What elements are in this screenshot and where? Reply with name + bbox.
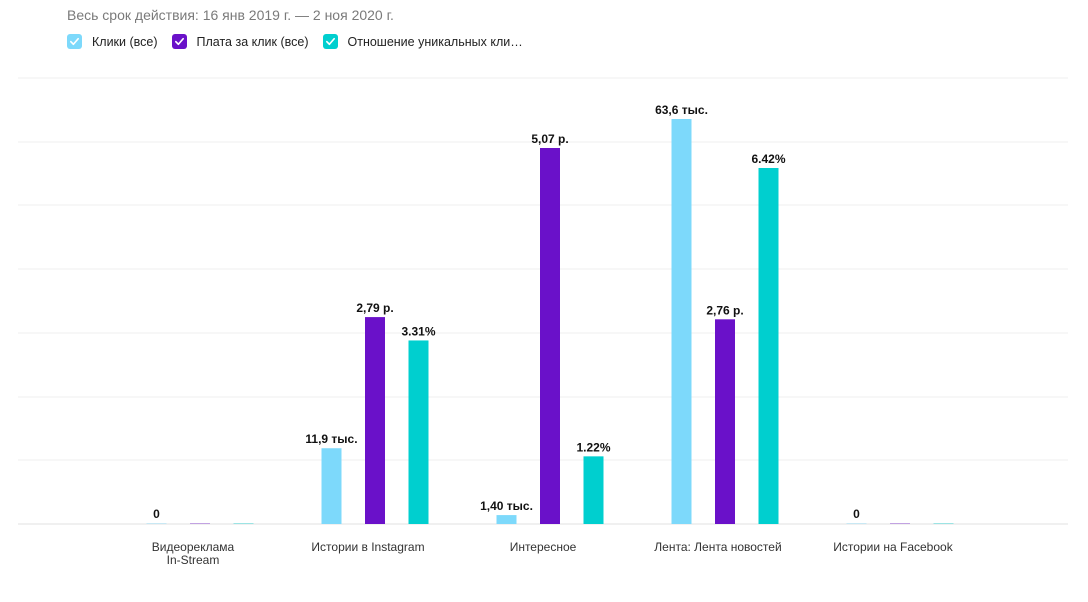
- legend-label: Отношение уникальных кли…: [347, 34, 523, 49]
- data-label: 2,79 р.: [356, 301, 393, 315]
- bar[interactable]: [671, 119, 692, 524]
- data-label: 1.22%: [576, 440, 610, 454]
- bar[interactable]: [890, 523, 910, 524]
- bar[interactable]: [583, 456, 604, 524]
- bars: [146, 119, 954, 524]
- data-label: 3.31%: [401, 324, 435, 338]
- legend-label: Клики (все): [92, 34, 158, 49]
- category-label: Истории на Facebook: [833, 540, 953, 554]
- check-icon: [322, 34, 338, 49]
- data-label: 63,6 тыс.: [655, 103, 708, 117]
- category-label: Интересное: [510, 540, 577, 554]
- bar[interactable]: [321, 448, 342, 524]
- data-label: 11,9 тыс.: [305, 432, 357, 446]
- bar[interactable]: [846, 523, 867, 524]
- data-label: 2,76 р.: [706, 303, 743, 317]
- bar[interactable]: [190, 523, 210, 524]
- legend-item-cost-per-click[interactable]: Плата за клик (все): [171, 34, 309, 49]
- date-range-subtitle: Весь срок действия: 16 янв 2019 г. — 2 н…: [67, 7, 394, 23]
- bar[interactable]: [408, 340, 429, 524]
- bar[interactable]: [758, 168, 779, 524]
- bar[interactable]: [715, 319, 735, 524]
- data-label: 5,07 р.: [531, 132, 568, 146]
- bar[interactable]: [933, 523, 954, 524]
- check-icon: [67, 34, 82, 49]
- bar[interactable]: [365, 317, 385, 524]
- category-label: Истории в Instagram: [311, 540, 424, 554]
- bar[interactable]: [146, 523, 167, 524]
- category-labels: Видеореклама In-Stream Истории в Instagram…: [152, 540, 954, 567]
- legend: Клики (все) Плата за клик (все) Отношени…: [67, 34, 537, 49]
- category-label: Лента: Лента новостей: [654, 540, 781, 554]
- category-label: Видеореклама In-Stream: [152, 540, 235, 567]
- legend-label: Плата за клик (все): [196, 34, 309, 49]
- bar[interactable]: [540, 148, 560, 524]
- data-label: 6.42%: [751, 152, 785, 166]
- legend-item-unique-ratio[interactable]: Отношение уникальных кли…: [322, 34, 523, 49]
- bar[interactable]: [496, 515, 517, 524]
- data-label: 1,40 тыс.: [480, 499, 533, 513]
- data-label: 0: [853, 507, 860, 521]
- bar-labels: 0 11,9 тыс. 1,40 тыс. 63,6 тыс. 0 2,79 р. 5,07…: [153, 103, 860, 521]
- bar[interactable]: [233, 523, 254, 524]
- legend-item-clicks[interactable]: Клики (все): [67, 34, 158, 49]
- data-label: 0: [153, 507, 160, 521]
- check-icon: [171, 34, 187, 49]
